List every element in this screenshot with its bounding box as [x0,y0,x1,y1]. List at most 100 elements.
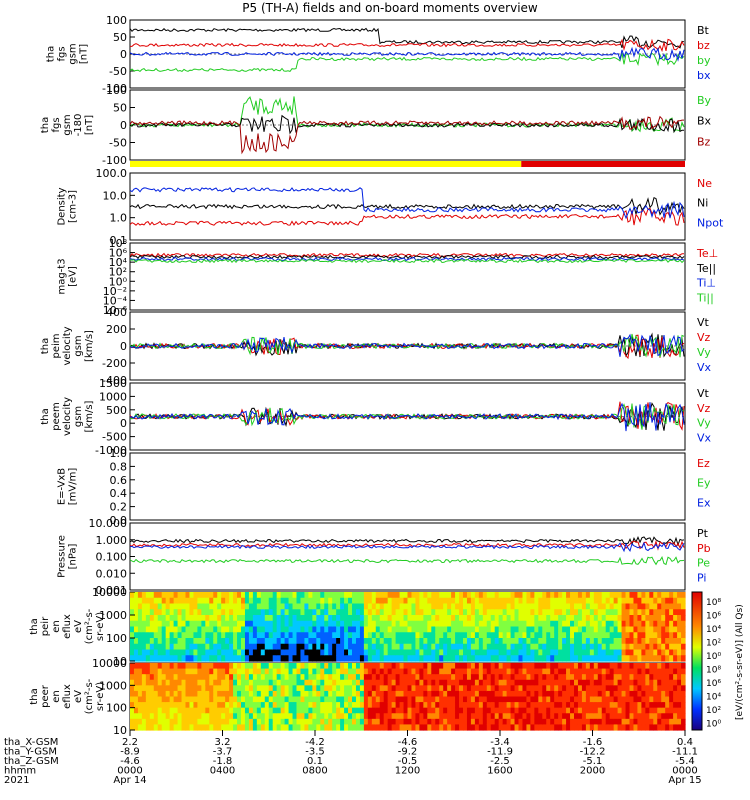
heatmap-cell [451,649,456,656]
heatmap-cell [157,663,163,670]
panel-frame [129,452,686,521]
heatmap-cell [621,615,627,622]
heatmap-cell [403,632,409,639]
heatmap-cell [233,718,238,726]
x-row-label: tha_X-GSM [4,737,58,748]
heatmap-cell [411,603,417,610]
heatmap-cell [490,620,496,628]
heatmap-cell [482,609,488,616]
heatmap-cell [169,724,175,731]
heatmap-cell [502,632,508,639]
heatmap-cell [613,643,619,651]
heatmap-cell [244,632,250,639]
heatmap-cell [466,718,472,726]
heatmap-cell [165,690,171,698]
heatmap-cell [570,620,575,628]
heatmap-cell [201,632,206,639]
x-tick-label: -3.4 [490,737,510,748]
heatmap-cell [197,674,202,681]
heatmap-cell [482,696,488,703]
heatmap-cell [439,603,444,610]
heatmap-cell [288,655,294,662]
heatmap-cell [157,707,163,714]
heatmap-cell [237,649,242,656]
heatmap-cell [141,679,147,686]
heatmap-cell [237,690,242,698]
heatmap-cell [534,615,539,622]
heatmap-cell [308,696,313,703]
heatmap-cell [653,696,658,703]
heatmap-cell [645,674,650,681]
heatmap-cell [141,685,147,692]
heatmap-cell [427,643,432,651]
heatmap-cell [518,609,524,616]
heatmap-cell [435,603,440,610]
heatmap-cell [205,679,210,686]
heatmap-cell [375,707,381,714]
heatmap-cell [407,632,413,639]
heatmap-cell [332,592,337,599]
heatmap-cell [522,707,528,714]
heatmap-cell [629,609,635,616]
heatmap-cell [130,724,135,731]
heatmap-cell [486,679,492,686]
heatmap-cell [526,696,531,703]
heatmap-cell [518,592,524,599]
heatmap-cell [574,592,579,599]
heatmap-cell [534,674,539,681]
heatmap-cell [486,620,492,628]
heatmap-cell [312,592,317,599]
heatmap-cell [577,713,583,720]
heatmap-cell [502,620,508,628]
heatmap-cell [371,626,377,633]
heatmap-cell [205,643,210,651]
heatmap-cell [482,674,488,681]
heatmap-cell [403,702,409,709]
heatmap-cell [296,655,302,662]
heatmap-cell [435,626,440,633]
heatmap-cell [474,696,480,703]
heatmap-cell [482,597,488,605]
y-label-line: eflux [62,684,73,709]
heatmap-cell [316,638,321,645]
heatmap-cell [375,643,381,651]
x-tick-label: 1200 [395,766,420,777]
y-tick-label: 0.4 [110,487,128,500]
heatmap-cell [613,632,619,639]
heatmap-cell [340,674,345,681]
heatmap-cell [260,679,266,686]
y-tick-label: 10⁻⁶ [103,304,128,317]
heatmap-cell [625,626,631,633]
heatmap-cell [296,615,302,622]
heatmap-cell [395,690,401,698]
heatmap-cell [661,597,666,605]
heatmap-cell [459,696,464,703]
heatmap-cell [665,655,670,662]
heatmap-cell [177,615,183,622]
x-tick-label: 0800 [302,766,327,777]
heatmap-cell [459,718,464,726]
heatmap-cell [177,707,183,714]
heatmap-cell [538,663,543,670]
heatmap-cell [617,718,623,726]
heatmap-cell [589,674,595,681]
heatmap-cell [605,655,611,662]
heatmap-cell [605,685,611,692]
heatmap-cell [597,685,603,692]
y-tick-label: 0 [120,417,127,430]
heatmap-cell [213,690,218,698]
heatmap-cell [653,609,658,616]
heatmap-cell [371,663,377,670]
heatmap-cell [645,649,650,656]
heatmap-cell [431,620,436,628]
heatmap-cell [133,597,139,605]
heatmap-cell [542,696,547,703]
heatmap-cell [320,638,325,645]
heatmap-cell [264,649,270,656]
heatmap-cell [657,674,662,681]
heatmap-cell [241,592,246,599]
heatmap-cell [403,724,409,731]
heatmap-cell [130,609,135,616]
heatmap-cell [641,632,646,639]
heatmap-cell [427,597,432,605]
